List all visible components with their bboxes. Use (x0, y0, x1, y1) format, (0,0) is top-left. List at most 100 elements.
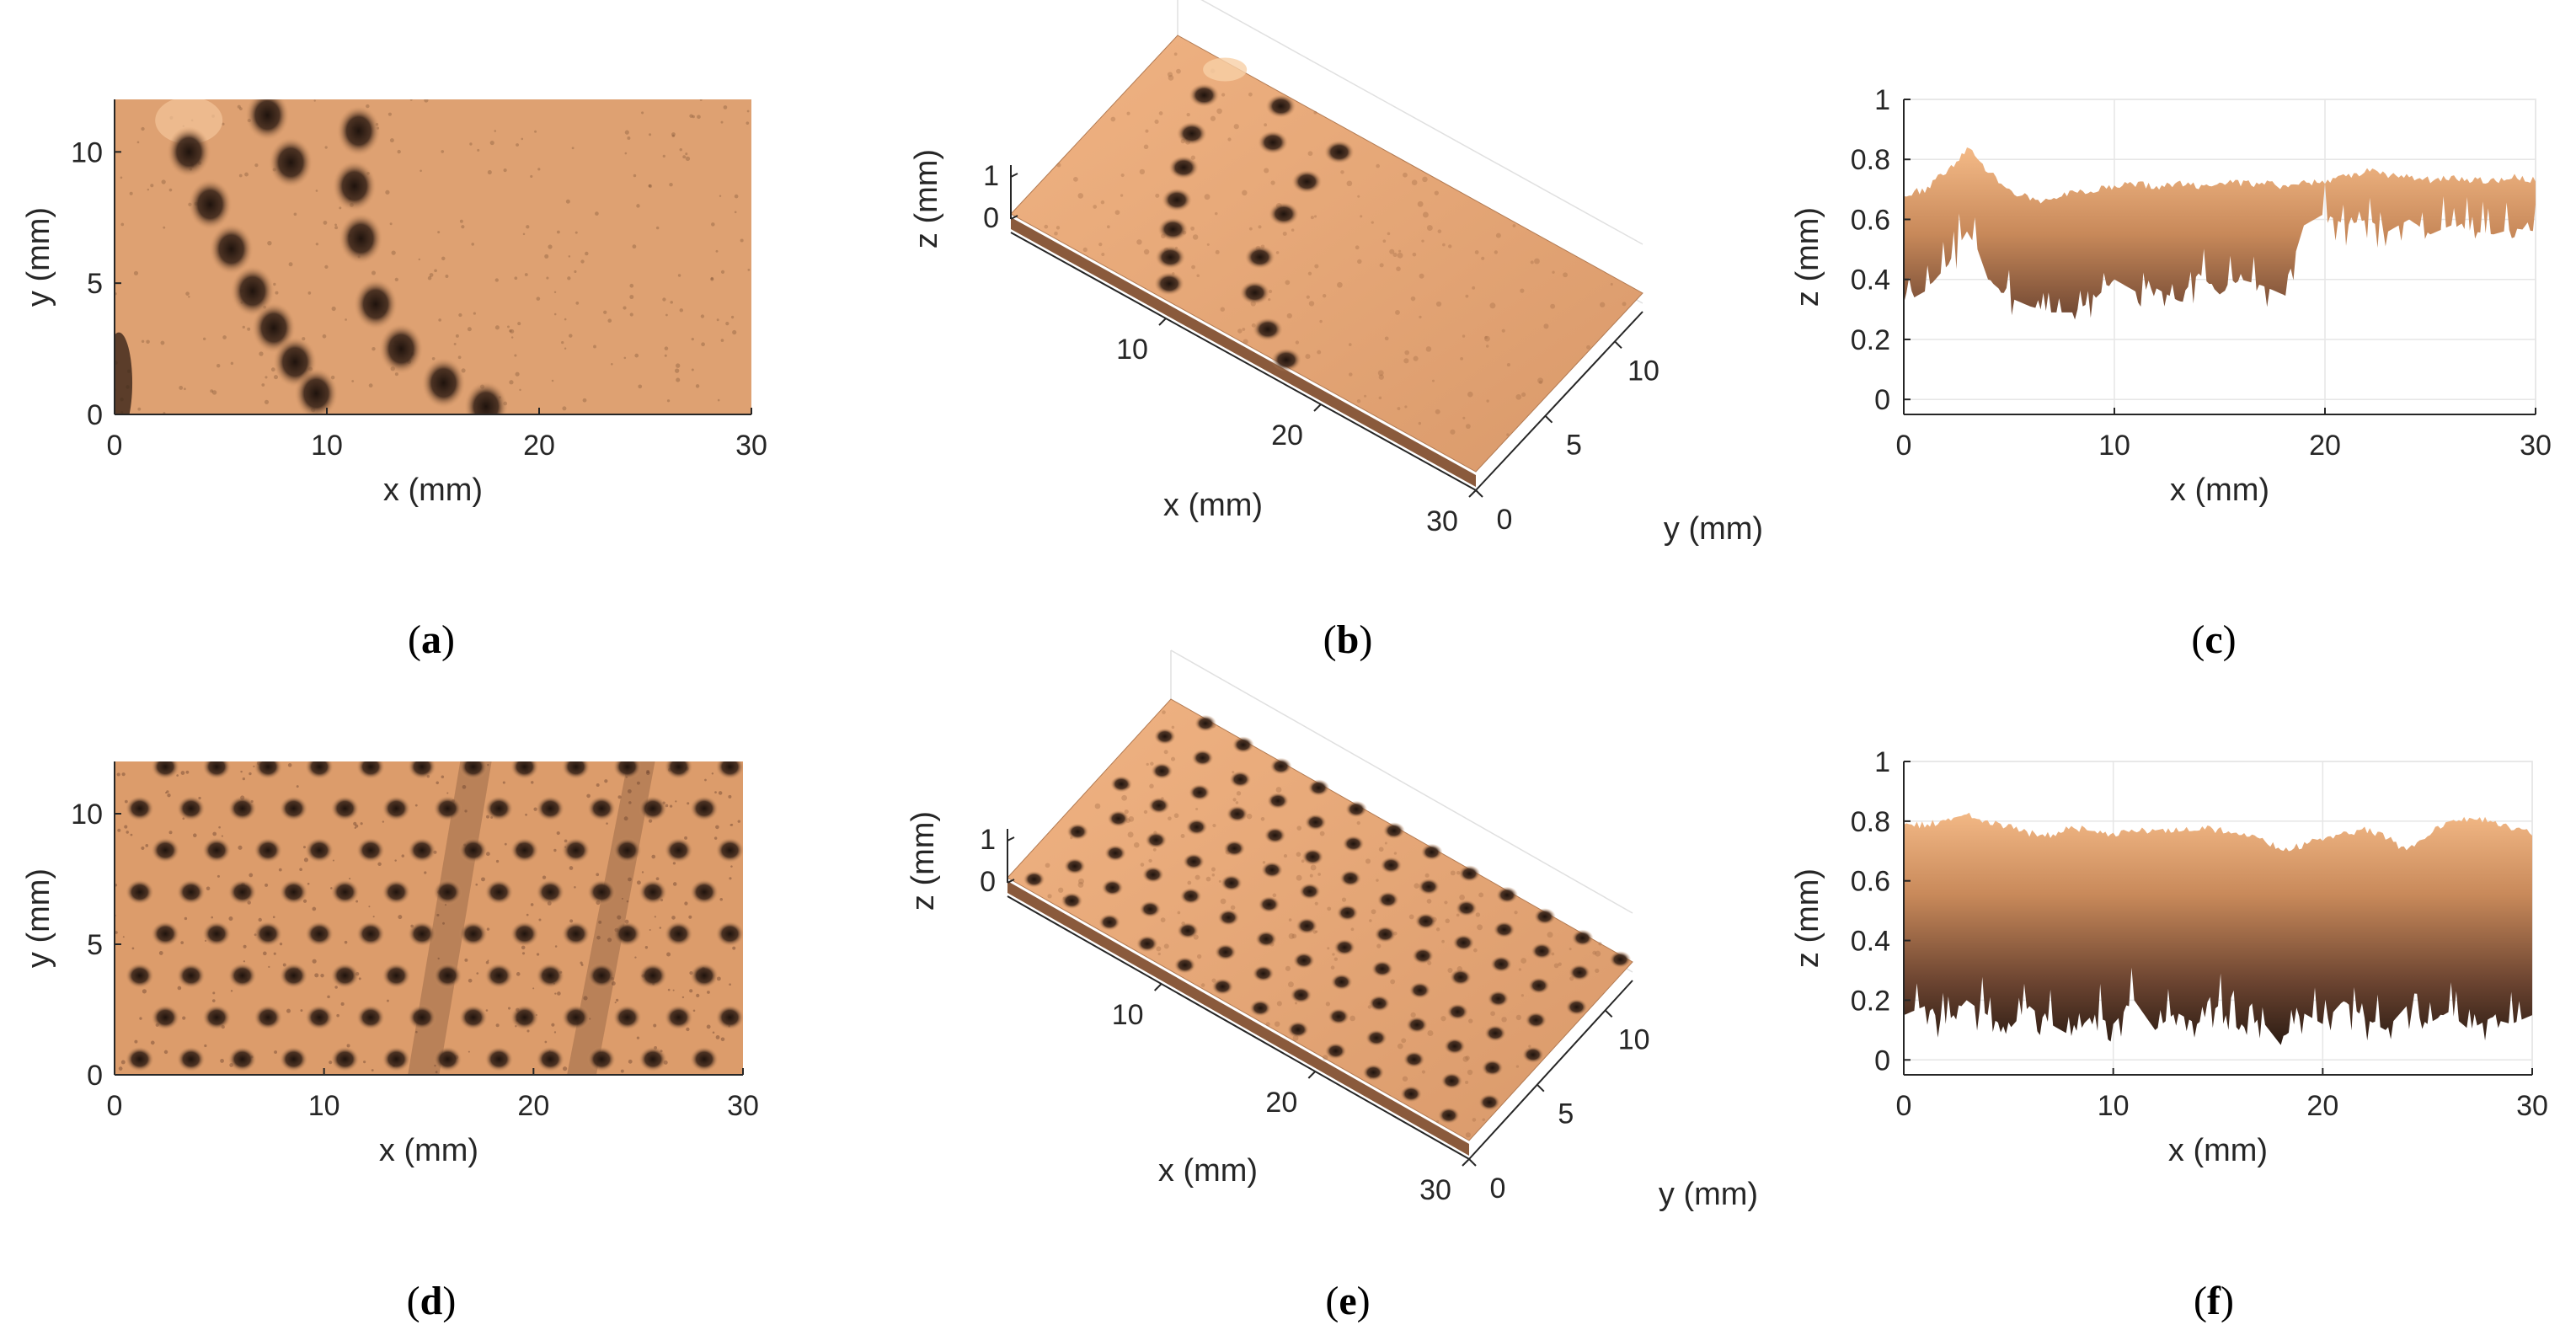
dimple-e (1481, 1059, 1504, 1077)
surface-speck (1558, 962, 1562, 966)
surface-speck (353, 821, 357, 826)
panel-e-surface: 10 20 30 0 5 10 0 1 x (mm) y (mm) z (mm) (906, 649, 1758, 1212)
surface-speck (238, 107, 243, 111)
surface-speck (664, 354, 667, 357)
surface-speck (1211, 873, 1216, 877)
surface-speck (1286, 313, 1292, 319)
surface-speck (1107, 225, 1110, 229)
surface-speck (1149, 783, 1154, 789)
surface-speck (1425, 346, 1432, 352)
surface-speck (163, 1050, 168, 1055)
surface-speck (1332, 953, 1335, 956)
surface-speck (720, 339, 724, 342)
surface-speck (1592, 950, 1597, 955)
surface-speck (445, 275, 449, 278)
dimple-d (639, 795, 668, 821)
surface-speck (436, 913, 440, 917)
surface-speck (312, 959, 317, 964)
surface-speck (1274, 1021, 1280, 1027)
surface-speck (1460, 356, 1464, 361)
dimple-e (1455, 900, 1478, 917)
surface-speck (1232, 798, 1237, 802)
surface-speck (1265, 1022, 1270, 1027)
surface-speck (1440, 1016, 1446, 1022)
dimple-e (1490, 955, 1513, 973)
surface-speck (1319, 319, 1323, 323)
surface-speck (118, 1066, 123, 1071)
surface-speck (1435, 927, 1440, 932)
surface-speck (131, 947, 135, 950)
dimple-e (1191, 749, 1214, 767)
dimple-d (689, 879, 719, 905)
surface-speck (574, 270, 577, 274)
dimple-b-0-3 (1162, 188, 1193, 212)
dimple-d (689, 963, 719, 989)
x-tick-label-c: 20 (2309, 430, 2341, 462)
surface-speck (629, 313, 633, 317)
surface-speck (621, 897, 623, 900)
surface-speck (1260, 816, 1265, 821)
surface-speck (436, 781, 439, 785)
surface-speck (1421, 239, 1424, 243)
dimple-e (1110, 775, 1133, 793)
surface-speck (1056, 163, 1061, 168)
surface-speck (346, 1044, 350, 1048)
dimple-d (458, 921, 488, 947)
surface-speck (355, 824, 359, 828)
surface-speck (598, 920, 602, 924)
surface-speck (556, 831, 560, 836)
dimple-e (1290, 986, 1312, 1004)
panel-label-a: (a) (408, 617, 455, 662)
panel-b-surface: 10 20 30 0 5 10 0 1 x (mm) y (mm) z (mm) (909, 0, 1763, 547)
y-tick-label-f: 0.8 (1851, 806, 1890, 838)
surface-speck (1595, 968, 1600, 974)
dimple-d (125, 879, 154, 905)
y-axis-label-f: z (mm) (1790, 868, 1825, 968)
surface-speck (351, 380, 355, 382)
surface-speck (1450, 429, 1456, 435)
x-tick-mark-e (1153, 983, 1162, 991)
dimple-d (279, 1046, 308, 1072)
dimple-e (1292, 952, 1315, 970)
surface-speck (687, 802, 690, 805)
surface-speck (141, 846, 145, 850)
y-axis-label-a: y (mm) (21, 207, 56, 307)
surface-speck (1419, 315, 1422, 319)
dimple-d (458, 837, 488, 863)
panel-d-heatmap: 0 10 20 30 0 5 10 x (mm) y (mm) (21, 761, 759, 1168)
surface-speck (626, 900, 629, 903)
surface-speck (442, 922, 445, 925)
x-tick-mark-b (1313, 403, 1322, 412)
surface-speck (279, 942, 283, 946)
surface-speck (122, 936, 125, 938)
surface-speck (636, 1036, 640, 1039)
y-tick-mark-b (1475, 489, 1483, 498)
surface-speck (273, 952, 276, 955)
surface-speck (682, 155, 687, 159)
surface-speck (222, 335, 227, 339)
surface-speck (1442, 243, 1446, 247)
surface-speck (1444, 900, 1448, 905)
dimple-e (1412, 947, 1435, 964)
surface-speck (461, 225, 465, 229)
surface-speck (1598, 942, 1602, 946)
dimple-d (612, 761, 642, 780)
surface-speck (1163, 750, 1168, 755)
dimple-e (1446, 1003, 1469, 1021)
dimple-e (1571, 929, 1594, 947)
surface-speck (1242, 190, 1248, 196)
dimple-e (1185, 818, 1208, 836)
surface-speck (595, 211, 599, 216)
dimple-d (484, 1046, 514, 1072)
dimple-d (330, 963, 360, 989)
surface-speck (1465, 1080, 1469, 1085)
surface-speck (1462, 416, 1466, 419)
surface-speck (1258, 225, 1262, 229)
dimple-d (227, 963, 257, 989)
dimple-e (1255, 930, 1278, 948)
dimple-e (1531, 943, 1553, 960)
surface-speck (610, 362, 613, 366)
surface-speck (487, 170, 492, 175)
surface-speck (521, 945, 526, 950)
x-axis-e (1007, 895, 1470, 1160)
